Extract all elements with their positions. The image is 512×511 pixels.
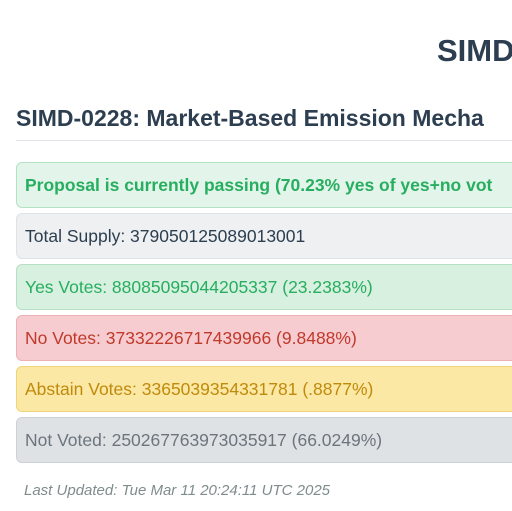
abstain-votes-text: Abstain Votes: 3365039354331781 (.8877%) [25, 378, 374, 399]
not-voted-text: Not Voted: 250267763973035917 (66.0249%) [25, 429, 383, 450]
title-divider [16, 140, 512, 141]
proposal-title: SIMD-0228: Market-Based Emission Mecha [16, 105, 484, 131]
yes-votes-box: Yes Votes: 88085095044205337 (23.2383%) [16, 264, 512, 310]
no-votes-text: No Votes: 37332226717439966 (9.8488%) [25, 327, 357, 348]
no-votes-box: No Votes: 37332226717439966 (9.8488%) [16, 315, 512, 361]
proposal-status-text: Proposal is currently passing (70.23% ye… [25, 174, 493, 195]
last-updated-text: Last Updated: Tue Mar 11 20:24:11 UTC 20… [24, 482, 331, 499]
abstain-votes-box: Abstain Votes: 3365039354331781 (.8877%) [16, 366, 512, 412]
site-title: SIMD [437, 33, 512, 68]
proposal-status-banner: Proposal is currently passing (70.23% ye… [16, 162, 512, 208]
yes-votes-text: Yes Votes: 88085095044205337 (23.2383%) [25, 276, 373, 297]
not-voted-box: Not Voted: 250267763973035917 (66.0249%) [16, 417, 512, 463]
total-supply-box: Total Supply: 379050125089013001 [16, 213, 512, 259]
total-supply-text: Total Supply: 379050125089013001 [25, 225, 306, 246]
